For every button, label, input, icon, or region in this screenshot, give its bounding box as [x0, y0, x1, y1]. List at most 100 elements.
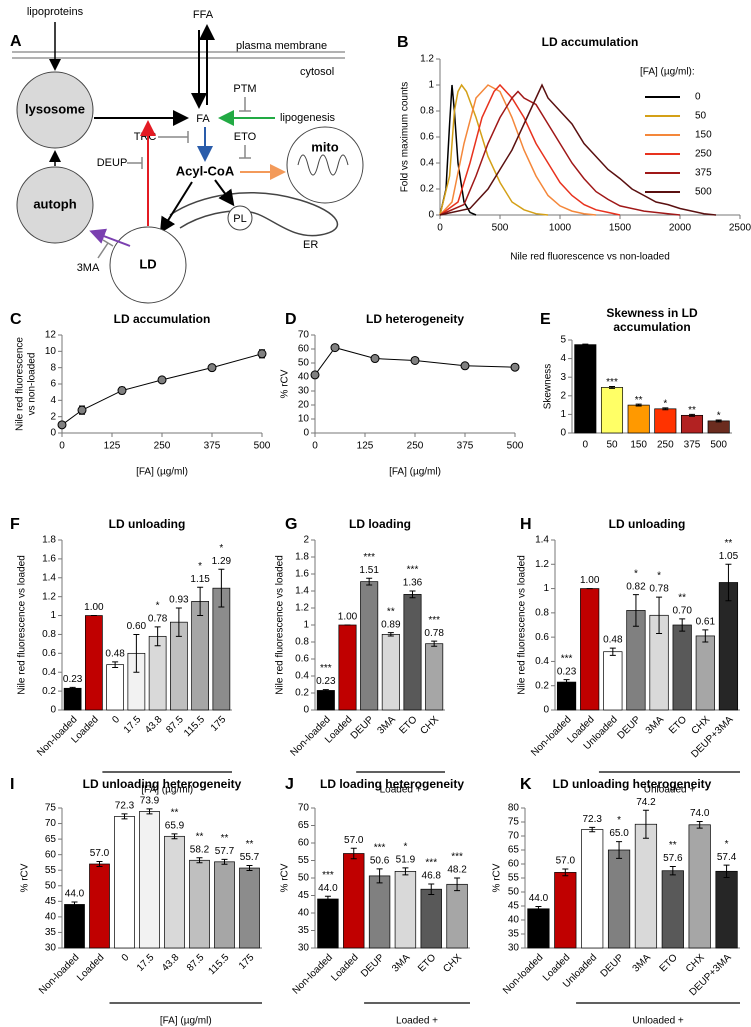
- y-tick-label: 75: [508, 817, 520, 828]
- value-label: 57.0: [90, 848, 110, 859]
- y-tick-label: 0.4: [42, 667, 56, 678]
- error-bar: [197, 586, 204, 617]
- y-tick-label: 1.2: [295, 603, 309, 614]
- bar: [600, 387, 624, 434]
- label: lipoproteins: [27, 6, 84, 18]
- value-label: 0.48: [603, 635, 623, 646]
- bar: [574, 344, 597, 434]
- y-tick-label: 8: [50, 362, 56, 373]
- y-tick-label: 0.2: [420, 184, 434, 195]
- bar: [661, 870, 684, 949]
- significance: *: [198, 561, 202, 572]
- marker: [207, 363, 217, 373]
- group-label: Loaded +: [380, 785, 422, 796]
- error-bar: [387, 632, 394, 637]
- bar: [394, 870, 417, 949]
- significance: **: [171, 807, 179, 818]
- label: cytosol: [300, 66, 334, 78]
- chart-title: LD unloading heterogeneity: [553, 777, 712, 791]
- y-tick-label: 0.6: [535, 632, 549, 643]
- y-tick-label: 50: [298, 873, 310, 884]
- x-tick-label: 0: [583, 440, 589, 451]
- y-tick-label: 5: [560, 335, 566, 346]
- chart-title: LD loading: [349, 517, 411, 531]
- marker: [310, 370, 320, 380]
- chart-title: accumulation: [613, 320, 690, 334]
- error-bar: [171, 833, 178, 840]
- panel-letter: K: [520, 776, 532, 793]
- x-tick-label: 43.8: [143, 714, 165, 736]
- y-tick-label: 65: [508, 845, 520, 856]
- x-tick-label: CHX: [418, 714, 441, 737]
- x-tick-label: 500: [710, 440, 727, 451]
- data-line: [61, 353, 263, 426]
- x-tick-label: 50: [606, 440, 618, 451]
- inhibitor: [127, 157, 143, 169]
- error-bar: [632, 594, 639, 627]
- error-bar: [133, 633, 140, 673]
- significance: ***: [561, 653, 573, 664]
- significance: **: [221, 833, 229, 844]
- value-label: 0.78: [649, 584, 669, 595]
- bar: [446, 883, 468, 949]
- x-tick-label: 17.5: [135, 952, 157, 974]
- y-tick-label: 1: [428, 80, 434, 91]
- group-label: [FA] (µg/ml): [141, 785, 193, 796]
- bar: [403, 594, 422, 711]
- y-tick-label: 60: [45, 849, 57, 860]
- legend-label: 0: [695, 92, 701, 103]
- error-bar: [428, 883, 435, 895]
- significance: ***: [320, 663, 332, 674]
- value-label: 0.48: [105, 648, 125, 659]
- value-label: 0.61: [696, 616, 716, 627]
- value-label: 50.6: [370, 856, 390, 867]
- label: autoph: [33, 196, 76, 211]
- bar: [239, 867, 260, 949]
- value-label: 1.36: [403, 578, 423, 589]
- bar: [527, 908, 550, 949]
- label: lipogenesis: [280, 112, 336, 124]
- y-axis-label: % rCV: [280, 863, 291, 892]
- y-tick-label: 1.8: [295, 552, 309, 563]
- x-tick-label: Non-loaded: [37, 952, 81, 996]
- y-tick-label: 0.2: [295, 688, 309, 699]
- label: ETO: [234, 131, 257, 143]
- y-tick-label: 0.4: [535, 656, 549, 667]
- label: lysosome: [25, 101, 85, 116]
- value-label: 1.51: [359, 565, 379, 576]
- bar: [381, 633, 400, 711]
- value-label: 57.0: [344, 835, 364, 846]
- arrow: [89, 228, 131, 247]
- error-bar: [324, 895, 331, 903]
- inhibitor: [239, 145, 251, 159]
- y-tick-label: 60: [508, 859, 520, 870]
- x-tick-label: ETO: [397, 714, 419, 736]
- significance: ***: [425, 858, 437, 869]
- y-tick-label: 2: [50, 411, 56, 422]
- autophagosome: [16, 166, 94, 244]
- bar: [554, 872, 577, 949]
- legend-label: 375: [695, 168, 712, 179]
- x-tick-label: 0: [437, 223, 443, 234]
- marker: [117, 386, 127, 396]
- y-tick-label: 50: [298, 358, 310, 369]
- bar: [338, 624, 357, 711]
- y-tick-label: 80: [508, 803, 520, 814]
- cristae: [297, 154, 349, 176]
- y-tick-label: 45: [45, 896, 57, 907]
- error-bar: [563, 679, 570, 685]
- x-tick-label: 87.5: [185, 952, 207, 974]
- significance: *: [634, 568, 638, 579]
- x-tick-label: 375: [204, 441, 221, 452]
- y-tick-label: 2: [303, 535, 309, 546]
- y-tick-label: 3: [560, 372, 566, 383]
- value-label: 57.6: [663, 853, 683, 864]
- y-tick-label: 35: [508, 929, 520, 940]
- x-tick-label: DEUP: [615, 714, 643, 742]
- x-tick-label: 2000: [669, 223, 692, 234]
- marker: [157, 375, 167, 385]
- y-tick-label: 30: [298, 386, 310, 397]
- value-label: 0.93: [169, 595, 189, 606]
- data-line: [439, 90, 681, 216]
- y-tick-label: 0.8: [42, 629, 56, 640]
